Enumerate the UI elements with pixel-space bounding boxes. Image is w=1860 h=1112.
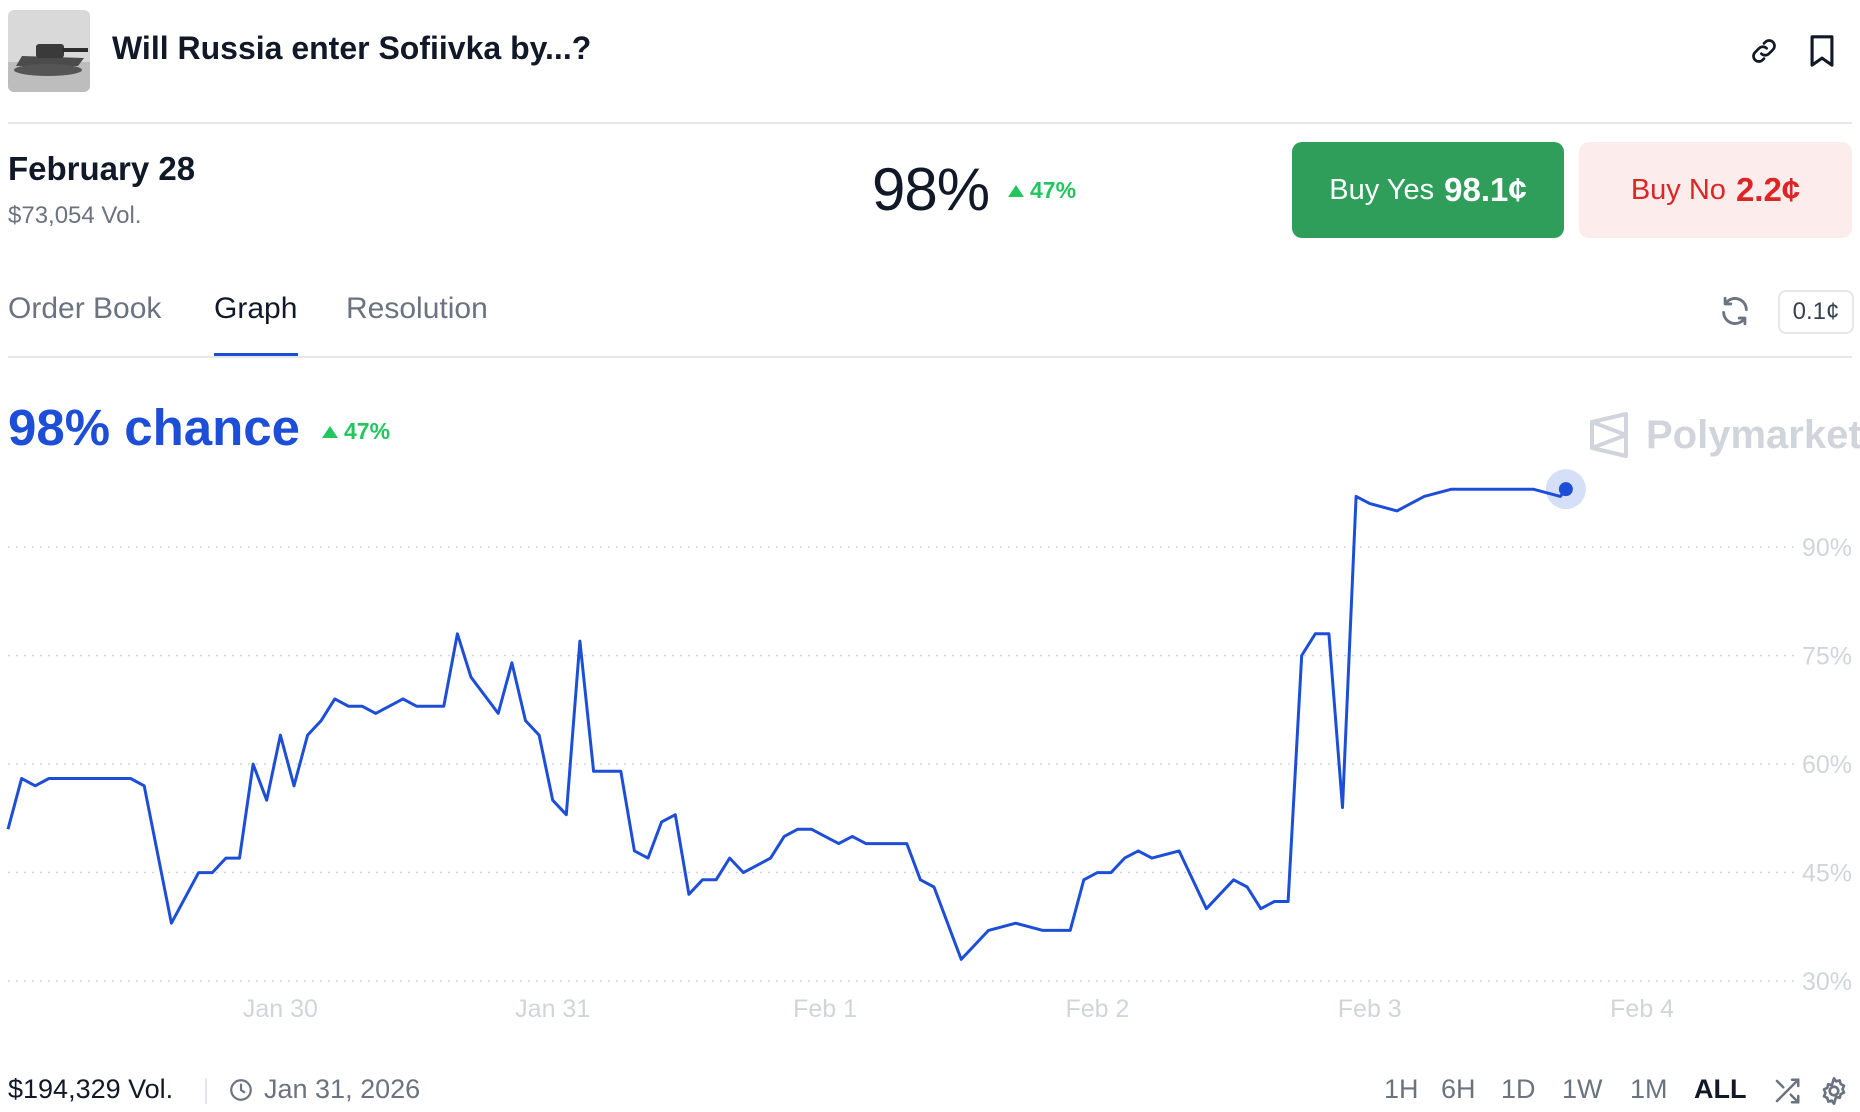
tab-graph[interactable]: Graph (214, 292, 298, 325)
range-1w[interactable]: 1W (1562, 1074, 1603, 1104)
end-date-value: Jan 31, 2026 (264, 1074, 421, 1104)
y-tick-label: 60% (1802, 751, 1852, 779)
up-triangle-icon (322, 425, 338, 438)
tab-resolution[interactable]: Resolution (346, 292, 488, 325)
range-1h[interactable]: 1H (1384, 1074, 1419, 1104)
probability-change: 47% (1008, 177, 1076, 204)
current-point-dot (1558, 482, 1573, 497)
buy-yes-button[interactable]: Buy Yes 98.1¢ (1292, 142, 1564, 238)
y-tick-label: 75% (1802, 643, 1852, 671)
market-thumbnail (8, 10, 90, 92)
probability-series-line (6, 487, 1568, 961)
header-divider (8, 122, 1852, 124)
polymarket-logo-icon (1590, 412, 1628, 458)
shuffle-icon[interactable] (1772, 1076, 1802, 1106)
price-chart[interactable]: 90% 75% 60% 45% 30% Jan 30 Jan 31 Feb 1 Feb 2 Fe… (0, 0, 1860, 1060)
buy-yes-price: 98.1¢ (1444, 171, 1527, 208)
x-tick-label: Feb 2 (1065, 995, 1129, 1023)
link-icon[interactable] (1746, 33, 1782, 69)
x-tick-label: Feb 1 (793, 995, 857, 1023)
x-tick-label: Jan 31 (515, 995, 590, 1023)
outcome-volume: $73,054 Vol. (8, 202, 142, 229)
refresh-icon[interactable] (1718, 294, 1752, 328)
buy-no-price: 2.2¢ (1735, 171, 1801, 208)
footer-separator (205, 1078, 207, 1104)
buy-no-label: Buy No (1630, 173, 1726, 206)
chance-change-value: 47% (344, 418, 391, 444)
polymarket-watermark: Polymarket (1588, 412, 1860, 458)
market-title: Will Russia enter Sofiivka by...? (112, 30, 592, 66)
y-tick-label: 45% (1802, 860, 1852, 888)
buy-no-button[interactable]: Buy No 2.2¢ (1579, 142, 1852, 238)
x-tick-label: Jan 30 (243, 995, 318, 1023)
outcome-probability: 98% (872, 156, 990, 223)
chance-change: 47% (322, 418, 390, 445)
price-unit-toggle[interactable]: 0.1¢ (1778, 290, 1854, 334)
x-tick-label: Feb 4 (1610, 995, 1674, 1023)
brand-name: Polymarket (1646, 412, 1860, 457)
probability-change-value: 47% (1030, 177, 1077, 203)
x-tick-label: Feb 3 (1338, 995, 1402, 1023)
up-triangle-icon (1008, 184, 1024, 197)
range-1m[interactable]: 1M (1630, 1074, 1668, 1104)
bookmark-icon[interactable] (1804, 33, 1840, 69)
buy-yes-label: Buy Yes (1329, 173, 1435, 206)
tabs-divider (8, 356, 1852, 358)
settings-gear-icon[interactable] (1818, 1075, 1850, 1107)
total-volume: $194,329 Vol. (8, 1074, 174, 1104)
range-1d[interactable]: 1D (1501, 1074, 1536, 1104)
y-tick-label: 90% (1802, 534, 1852, 562)
end-date: Jan 31, 2026 (228, 1074, 420, 1105)
outcome-date: February 28 (8, 150, 196, 187)
active-tab-indicator (214, 353, 298, 356)
chance-label: 98% chance (8, 399, 301, 456)
tab-order-book[interactable]: Order Book (8, 292, 162, 325)
range-all[interactable]: ALL (1694, 1074, 1747, 1104)
clock-icon (230, 1078, 252, 1101)
y-tick-label: 30% (1802, 968, 1852, 996)
range-6h[interactable]: 6H (1441, 1074, 1476, 1104)
